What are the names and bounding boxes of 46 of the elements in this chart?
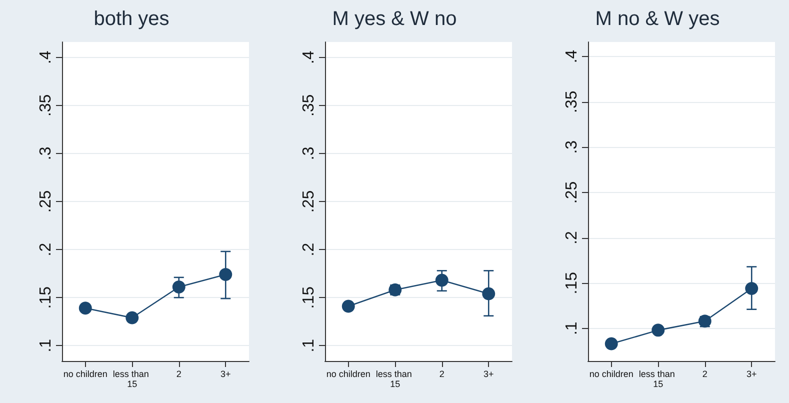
y-tick-label: .25 <box>564 181 580 204</box>
chart-title: M no & W yes <box>595 8 720 30</box>
point <box>482 287 496 300</box>
x-tick-label: 2 <box>702 369 708 379</box>
chart-title: M yes & W no <box>332 8 457 30</box>
y-tick-label: .4 <box>38 50 54 64</box>
y-tick-label: .15 <box>564 272 580 294</box>
y-tick-label: .3 <box>38 146 54 160</box>
y-tick-label: .25 <box>300 190 318 213</box>
x-tick-label: less than 15 <box>376 369 414 389</box>
y-tick-label: .1 <box>564 322 580 336</box>
x-tick-label: no children <box>326 369 370 379</box>
x-tick-label: no children <box>589 369 634 379</box>
y-tick-label: .25 <box>38 190 54 213</box>
y-tick-label: .4 <box>300 50 318 64</box>
x-tick-label: less than 15 <box>112 369 152 389</box>
y-tick-label: .35 <box>300 94 318 117</box>
y-tick-label: .3 <box>564 140 580 154</box>
y-tick-label: .15 <box>300 286 318 309</box>
point <box>342 300 355 313</box>
y-tick-label: .1 <box>300 338 318 352</box>
point <box>745 282 758 295</box>
x-tick-label: 3+ <box>483 369 494 379</box>
point <box>172 280 186 294</box>
x-tick-label: less than 15 <box>638 369 678 389</box>
y-tick-label: .15 <box>38 286 54 309</box>
y-tick-label: .35 <box>564 90 580 113</box>
x-tick-label: 3+ <box>746 369 757 379</box>
y-tick-label: .3 <box>300 146 318 160</box>
y-tick-label: .2 <box>300 242 318 256</box>
point <box>126 311 139 324</box>
y-tick-label: .1 <box>38 338 54 352</box>
y-tick-label: .2 <box>564 230 580 244</box>
point <box>435 274 448 287</box>
x-tick-label: no children <box>63 369 108 379</box>
x-tick-label: 2 <box>439 369 444 379</box>
y-tick-label: .4 <box>564 50 580 64</box>
point <box>652 324 665 337</box>
point <box>78 302 92 315</box>
y-tick-label: .35 <box>38 94 54 117</box>
point <box>604 337 618 350</box>
point <box>219 268 232 282</box>
x-tick-label: 3+ <box>220 369 231 379</box>
y-tick-label: .2 <box>38 242 54 256</box>
chart-title: both yes <box>94 8 170 30</box>
x-tick-label: 2 <box>176 369 182 379</box>
